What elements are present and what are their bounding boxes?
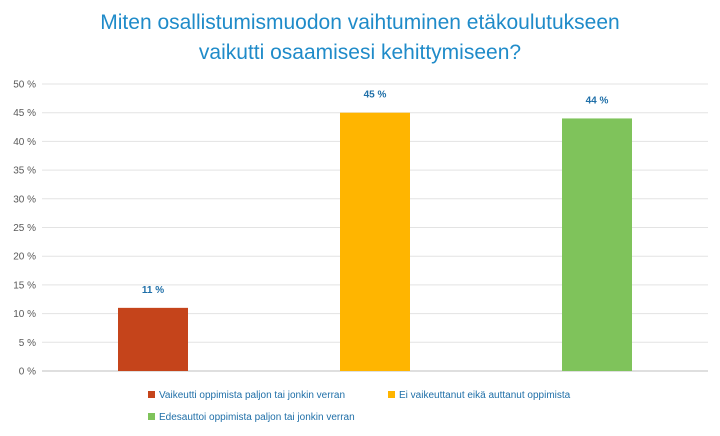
bar-0 — [118, 307, 188, 371]
y-tick-label-50: 50 % — [13, 80, 36, 91]
y-tick-label-20: 20 % — [13, 252, 36, 263]
chart-title: Miten osallistumismuodon vaihtuminen etä… — [0, 8, 720, 68]
y-tick-label-40: 40 % — [13, 137, 36, 148]
y-tick-label-30: 30 % — [13, 194, 36, 205]
y-tick-label-35: 35 % — [13, 166, 36, 177]
legend-swatch-1 — [388, 390, 395, 398]
chart-title-line-2: vaikutti osaamisesi kehittymiseen? — [198, 41, 522, 64]
y-tick-label-15: 15 % — [13, 280, 36, 291]
legend-item-1: Ei vaikeuttanut eikä auttanut oppimista — [388, 390, 570, 401]
legend-label-1: Ei vaikeuttanut eikä auttanut oppimista — [399, 390, 571, 401]
legend-item-2: Edesauttoi oppimista paljon tai jonkin v… — [148, 412, 355, 423]
bar-1 — [340, 112, 410, 371]
data-label-0: 11 % — [142, 285, 164, 296]
chart-title-line-1: Miten osallistumismuodon vaihtuminen etä… — [100, 11, 620, 34]
y-tick-label-0: 0 % — [19, 367, 36, 378]
y-tick-label-45: 45 % — [13, 108, 36, 119]
data-label-2: 44 % — [586, 95, 609, 106]
y-tick-label-25: 25 % — [13, 223, 36, 234]
legend-swatch-0 — [148, 390, 155, 398]
bar-2 — [562, 118, 632, 371]
legend-swatch-2 — [148, 412, 155, 420]
legend-label-0: Vaikeutti oppimista paljon tai jonkin ve… — [159, 390, 346, 401]
y-tick-label-5: 5 % — [19, 338, 36, 349]
legend-item-0: Vaikeutti oppimista paljon tai jonkin ve… — [148, 390, 345, 401]
data-label-1: 45 % — [364, 90, 387, 101]
legend-label-2: Edesauttoi oppimista paljon tai jonkin v… — [159, 412, 355, 423]
y-tick-label-10: 10 % — [13, 309, 36, 320]
